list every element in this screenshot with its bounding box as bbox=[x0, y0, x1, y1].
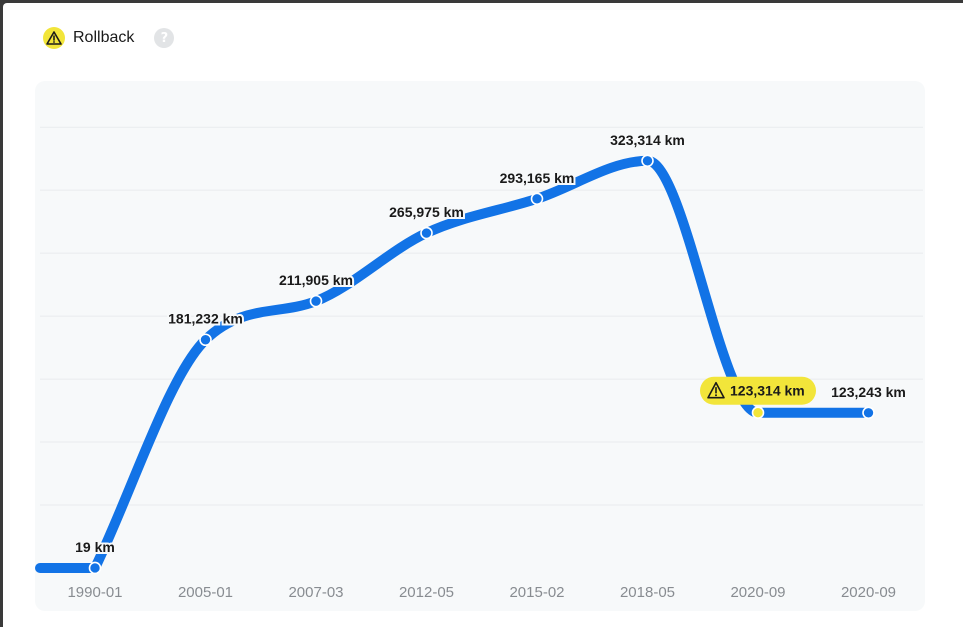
data-point[interactable] bbox=[530, 192, 544, 206]
x-tick-label: 2007-03 bbox=[288, 584, 343, 601]
data-label: 123,243 km bbox=[831, 384, 906, 400]
warning-icon bbox=[707, 381, 725, 399]
x-tick-label: 2015-02 bbox=[509, 584, 564, 601]
data-point[interactable] bbox=[88, 561, 102, 575]
data-label: 323,314 km bbox=[610, 132, 685, 148]
data-label: 181,232 km bbox=[168, 311, 243, 327]
x-tick-label: 2020-09 bbox=[730, 584, 785, 601]
data-label: 293,165 km bbox=[500, 170, 575, 186]
data-point[interactable] bbox=[199, 333, 212, 347]
data-point[interactable] bbox=[862, 406, 875, 420]
data-point[interactable] bbox=[641, 154, 654, 168]
data-label: 265,975 km bbox=[389, 204, 464, 220]
chart-panel bbox=[35, 81, 925, 611]
x-tick-label: 2018-05 bbox=[620, 584, 675, 601]
x-tick-label: 2020-09 bbox=[841, 584, 896, 601]
flagged-label: 123,314 km bbox=[700, 376, 816, 405]
data-label: 123,314 km bbox=[730, 383, 805, 399]
data-point[interactable] bbox=[309, 294, 323, 308]
legend: Rollback ? bbox=[43, 25, 175, 51]
series-line bbox=[35, 155, 874, 573]
x-tick-label: 2005-01 bbox=[178, 584, 233, 601]
data-label: 211,905 km bbox=[279, 272, 353, 288]
x-tick-label: 2012-05 bbox=[399, 584, 454, 601]
grid-lines bbox=[40, 126, 923, 506]
warning-icon bbox=[43, 27, 65, 49]
data-label: 19 km bbox=[75, 539, 115, 555]
flagged-label-bg bbox=[700, 376, 816, 405]
legend-label-rollback: Rollback bbox=[73, 29, 135, 46]
data-point[interactable] bbox=[420, 226, 433, 240]
data-point-flagged[interactable] bbox=[751, 406, 765, 419]
x-tick-label: 1990-01 bbox=[67, 584, 122, 601]
help-icon[interactable]: ? bbox=[154, 28, 175, 48]
